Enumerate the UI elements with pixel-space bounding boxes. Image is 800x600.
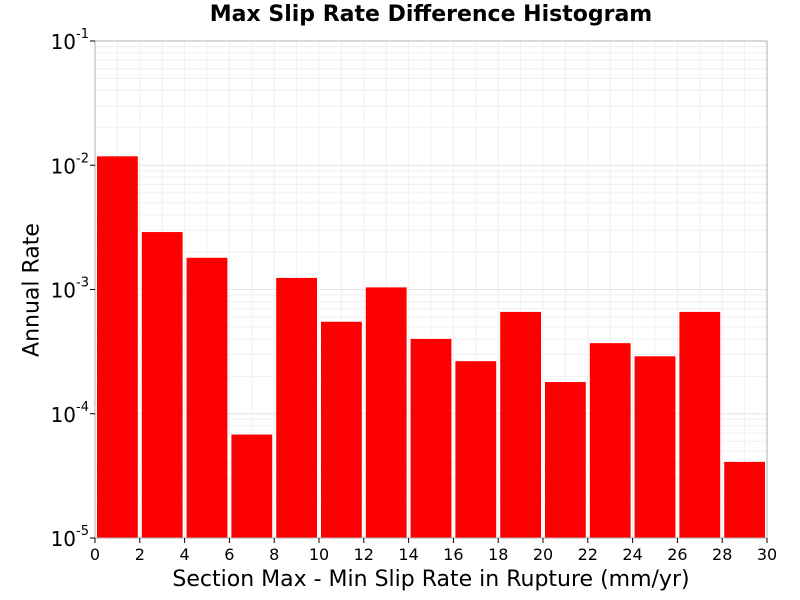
x-tick-label: 24 xyxy=(622,545,642,564)
histogram-bar xyxy=(231,434,273,538)
x-tick-label: 26 xyxy=(667,545,687,564)
bars xyxy=(97,156,765,538)
histogram-bar xyxy=(500,311,541,538)
histogram-bar xyxy=(141,232,183,538)
x-tick-label: 28 xyxy=(712,545,732,564)
x-tick-label: 10 xyxy=(309,545,329,564)
histogram-bar xyxy=(589,343,631,538)
y-tick-label: 10-4 xyxy=(51,400,89,427)
histogram-bar xyxy=(186,257,228,538)
x-tick-label: 2 xyxy=(135,545,145,564)
histogram-bar xyxy=(679,311,721,538)
histogram-bar xyxy=(97,156,138,538)
y-tick-label: 10-5 xyxy=(51,524,89,551)
y-tick-label: 10-3 xyxy=(51,276,89,303)
histogram-bar xyxy=(321,321,362,538)
histogram-bar xyxy=(634,356,676,538)
x-tick-label: 4 xyxy=(180,545,190,564)
x-axis-ticks: 0 2 4 6 8 10 12 14 16 18 20 22 24 26 28 30 xyxy=(90,538,777,564)
histogram-bar xyxy=(365,287,407,538)
x-tick-label: 14 xyxy=(398,545,418,564)
histogram-bar xyxy=(455,361,497,538)
y-tick-label: 10-2 xyxy=(51,151,89,178)
x-tick-label: 18 xyxy=(488,545,508,564)
histogram-bar xyxy=(724,461,765,538)
x-tick-label: 22 xyxy=(578,545,598,564)
x-tick-label: 30 xyxy=(757,545,777,564)
x-tick-label: 0 xyxy=(90,545,100,564)
chart-title: Max Slip Rate Difference Histogram xyxy=(209,2,653,27)
histogram-bar xyxy=(545,382,586,538)
x-tick-label: 12 xyxy=(354,545,374,564)
y-axis-ticks: 10-5 10-4 10-3 10-2 10-1 xyxy=(51,27,95,551)
y-tick-label: 10-1 xyxy=(51,27,89,54)
x-axis-label: Section Max - Min Slip Rate in Rupture (… xyxy=(172,567,690,592)
x-tick-label: 16 xyxy=(443,545,463,564)
x-tick-label: 8 xyxy=(269,545,279,564)
x-tick-label: 20 xyxy=(533,545,553,564)
histogram-bar xyxy=(276,277,317,538)
x-tick-label: 6 xyxy=(224,545,234,564)
histogram-bar xyxy=(410,338,452,538)
